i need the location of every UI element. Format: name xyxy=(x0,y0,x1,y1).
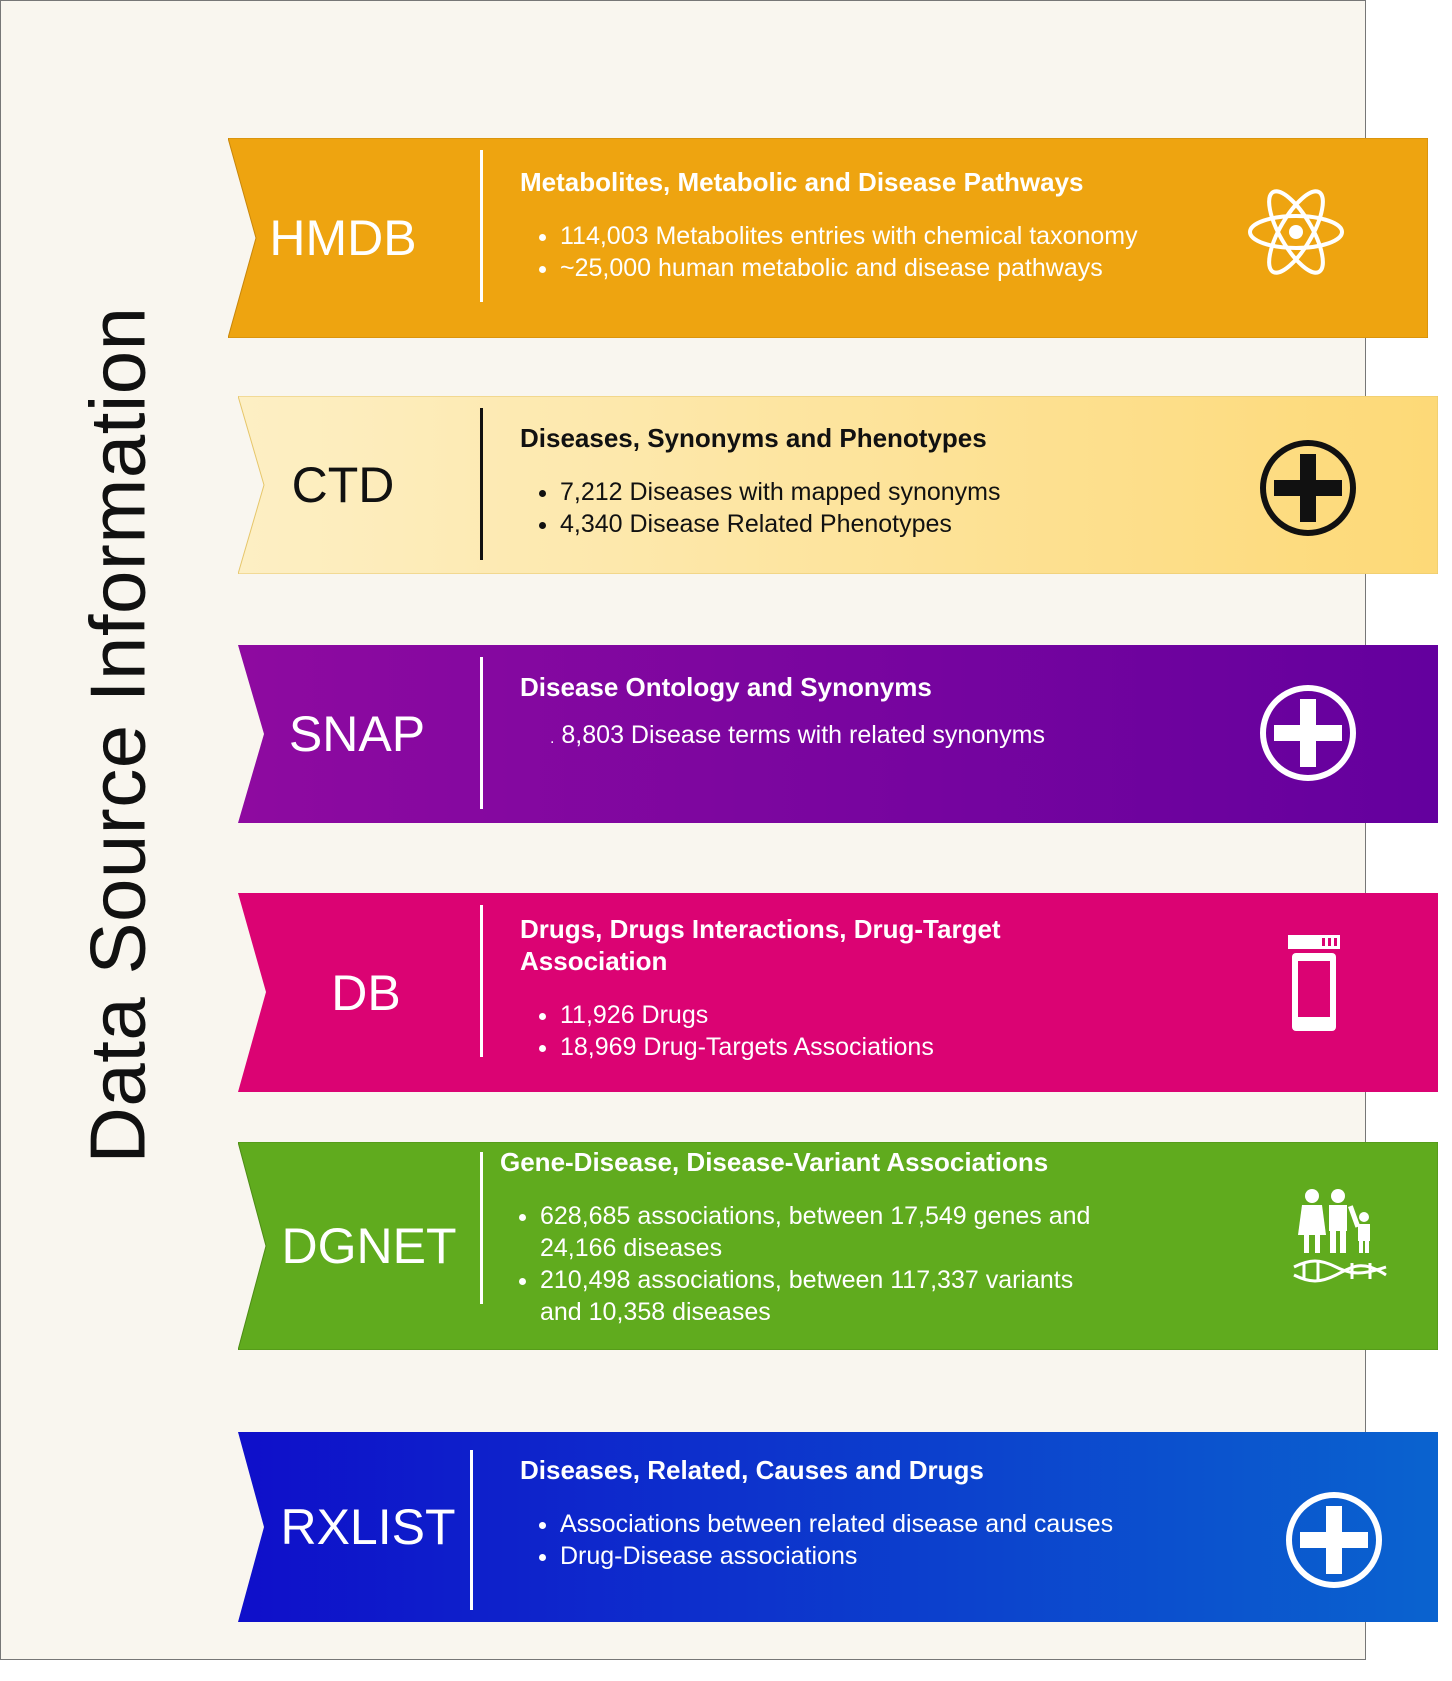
banner-hmdb-content: Metabolites, Metabolic and Disease Pathw… xyxy=(520,166,1160,284)
banner-hmdb-list: 114,003 Metabolites entries with chemica… xyxy=(520,220,1160,284)
banner-dgnet-abbr: DGNET xyxy=(281,1218,457,1274)
list-item: 628,685 associations, between 17,549 gen… xyxy=(540,1200,1120,1264)
banner-hmdb-heading: Metabolites, Metabolic and Disease Pathw… xyxy=(520,167,1084,197)
list-item: 18,969 Drug-Targets Associations xyxy=(560,1031,1080,1063)
banner-hmdb-divider xyxy=(480,150,483,302)
banner-hmdb-shape xyxy=(228,138,1428,338)
list-item: 114,003 Metabolites entries with chemica… xyxy=(560,220,1160,252)
plus-circle-icon xyxy=(1260,685,1356,781)
banner-rxlist-heading: Diseases, Related, Causes and Drugs xyxy=(520,1455,984,1485)
banner-ctd-content: Diseases, Synonyms and Phenotypes 7,212 … xyxy=(520,422,1160,540)
list-item: 7,212 Diseases with mapped synonyms xyxy=(560,476,1160,508)
banner-dgnet: DGNET Gene-Disease, Disease-Variant Asso… xyxy=(238,1142,1438,1350)
banner-rxlist-content: Diseases, Related, Causes and Drugs Asso… xyxy=(520,1454,1160,1572)
banner-dgnet-divider xyxy=(480,1152,483,1304)
banner-rxlist-list: Associations between related disease and… xyxy=(520,1508,1160,1572)
banner-db-content: Drugs, Drugs Interactions, Drug-Target A… xyxy=(520,913,1080,1063)
banner-dgnet-list: 628,685 associations, between 17,549 gen… xyxy=(500,1200,1120,1328)
banner-rxlist-shape xyxy=(238,1432,1438,1622)
banner-ctd-heading: Diseases, Synonyms and Phenotypes xyxy=(520,423,987,453)
page-title: Data Source Information xyxy=(73,306,162,1164)
list-item: ~25,000 human metabolic and disease path… xyxy=(560,252,1160,284)
banner-snap-shape xyxy=(238,645,1438,823)
family-dna-icon xyxy=(1293,1189,1387,1283)
plus-circle-icon xyxy=(1260,440,1356,536)
banner-db: DB Drugs, Drugs Interactions, Drug-Targe… xyxy=(238,893,1438,1092)
list-item: Drug-Disease associations xyxy=(560,1540,1160,1572)
plus-circle-icon xyxy=(1286,1492,1382,1588)
banner-ctd-abbr: CTD xyxy=(291,457,395,513)
banner-snap-content: Disease Ontology and Synonyms . 8,803 Di… xyxy=(520,671,1160,755)
banner-snap-divider xyxy=(480,657,483,809)
list-item: 11,926 Drugs xyxy=(560,999,1080,1031)
banner-hmdb-abbr: HMDB xyxy=(269,210,417,266)
banner-rxlist: RXLIST Diseases, Related, Causes and Dru… xyxy=(238,1432,1438,1622)
banner-dgnet-heading: Gene-Disease, Disease-Variant Associatio… xyxy=(500,1147,1049,1177)
banner-rxlist-divider xyxy=(470,1450,473,1610)
banner-rxlist-abbr: RXLIST xyxy=(280,1499,456,1555)
banner-snap: SNAP Disease Ontology and Synonyms . 8,8… xyxy=(238,645,1438,823)
banner-snap-heading: Disease Ontology and Synonyms xyxy=(520,672,932,702)
list-item: 210,498 associations, between 117,337 va… xyxy=(540,1264,1120,1328)
banner-db-heading: Drugs, Drugs Interactions, Drug-Target A… xyxy=(520,914,1001,976)
list-item-text: 8,803 Disease terms with related synonym… xyxy=(561,721,1045,749)
banner-ctd: CTD Diseases, Synonyms and Phenotypes 7,… xyxy=(238,396,1438,574)
banner-db-abbr: DB xyxy=(331,964,401,1021)
banner-ctd-shape xyxy=(238,396,1438,574)
list-item: . 8,803 Disease terms with related synon… xyxy=(550,721,1045,749)
banner-ctd-divider xyxy=(480,408,483,560)
banner-hmdb: HMDB Metabolites, Metabolic and Disease … xyxy=(228,138,1428,338)
banner-db-shape xyxy=(238,893,1438,1092)
list-item: Associations between related disease and… xyxy=(560,1508,1160,1540)
banner-db-list: 11,926 Drugs 18,969 Drug-Targets Associa… xyxy=(520,999,1080,1063)
list-item: 4,340 Disease Related Phenotypes xyxy=(560,508,1160,540)
atom-icon xyxy=(1248,189,1344,275)
banner-dgnet-content: Gene-Disease, Disease-Variant Associatio… xyxy=(500,1146,1120,1328)
banner-snap-abbr: SNAP xyxy=(288,706,426,762)
banner-db-divider xyxy=(480,905,483,1057)
pill-bottle-icon xyxy=(1288,935,1340,1031)
banner-dgnet-shape xyxy=(238,1142,1438,1350)
banner-ctd-list: 7,212 Diseases with mapped synonyms 4,34… xyxy=(520,476,1160,540)
